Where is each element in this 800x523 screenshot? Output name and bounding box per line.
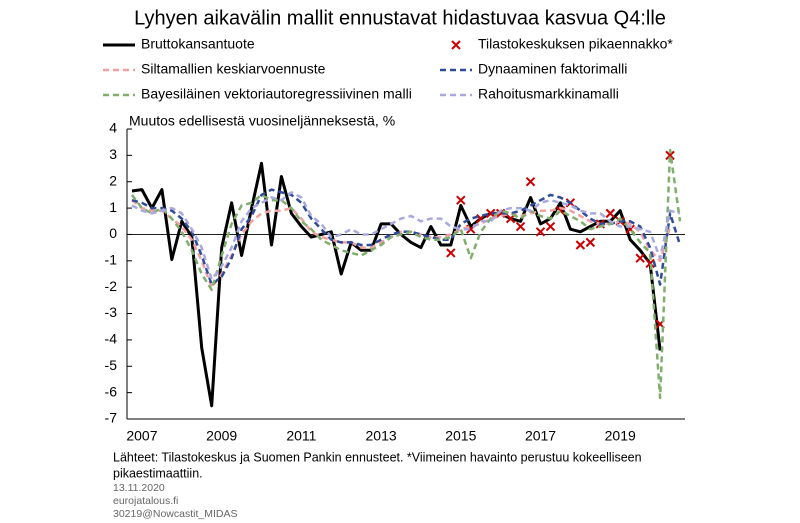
y-tick-label: 2: [109, 172, 117, 188]
legend-label: Tilastokeskuksen pikaennakko*: [478, 36, 673, 52]
x-tick-label: 2009: [206, 428, 237, 444]
legend-label: Rahoitusmarkkinamalli: [478, 86, 619, 102]
marker: [635, 253, 645, 263]
series-line: [131, 161, 662, 408]
series-line: [131, 188, 682, 286]
y-tick-label: -5: [105, 357, 118, 373]
marker: [485, 208, 496, 219]
footer-site: eurojatalous.fi: [113, 495, 178, 507]
marker: [535, 227, 546, 237]
series-line: [131, 191, 681, 281]
source-note: pikaestimaattiin.: [113, 466, 203, 480]
y-tick-label: -7: [105, 410, 118, 426]
x-tick-label: 2013: [366, 428, 397, 444]
marker: [525, 177, 536, 187]
legend-label: Bruttokansantuote: [141, 36, 255, 52]
y-tick-label: -2: [105, 278, 118, 294]
legend-label: Siltamallien keskiarvoennuste: [141, 61, 326, 77]
y-tick-label: -4: [105, 331, 118, 347]
x-tick-label: 2019: [605, 428, 636, 444]
y-tick-label: -3: [105, 304, 118, 320]
y-tick-label: 3: [109, 146, 117, 162]
y-tick-label: 4: [109, 120, 117, 136]
legend-marker: [451, 40, 461, 50]
legend-label: Dynaaminen faktorimalli: [478, 61, 627, 77]
marker: [645, 258, 655, 269]
marker: [515, 221, 526, 232]
marker: [545, 221, 556, 232]
legend-label: Bayesiläinen vektoriautoregressiivinen m…: [141, 86, 412, 102]
x-tick-label: 2017: [525, 428, 556, 444]
source-note: Lähteet: Tilastokeskus ja Suomen Pankin …: [113, 450, 642, 464]
marker: [585, 237, 596, 248]
y-tick-label: -1: [105, 252, 118, 268]
marker: [456, 195, 466, 205]
x-tick-label: 2007: [126, 428, 157, 444]
x-tick-label: 2015: [445, 428, 476, 444]
y-tick-label: 1: [109, 199, 117, 215]
marker: [446, 248, 456, 258]
chart-title: Lyhyen aikavälin mallit ennustavat hidas…: [134, 7, 666, 29]
footer-id: 30219@Nowcastit_MIDAS: [113, 508, 237, 520]
marker: [605, 208, 615, 219]
y-tick-label: 0: [109, 225, 117, 241]
marker: [665, 150, 675, 161]
y-tick-label: -6: [105, 383, 118, 399]
marker: [575, 240, 586, 250]
x-tick-label: 2011: [286, 428, 316, 444]
footer-date: 13.11.2020: [113, 482, 165, 494]
y-axis-label: Muutos edellisestä vuosineljänneksestä, …: [129, 113, 395, 129]
